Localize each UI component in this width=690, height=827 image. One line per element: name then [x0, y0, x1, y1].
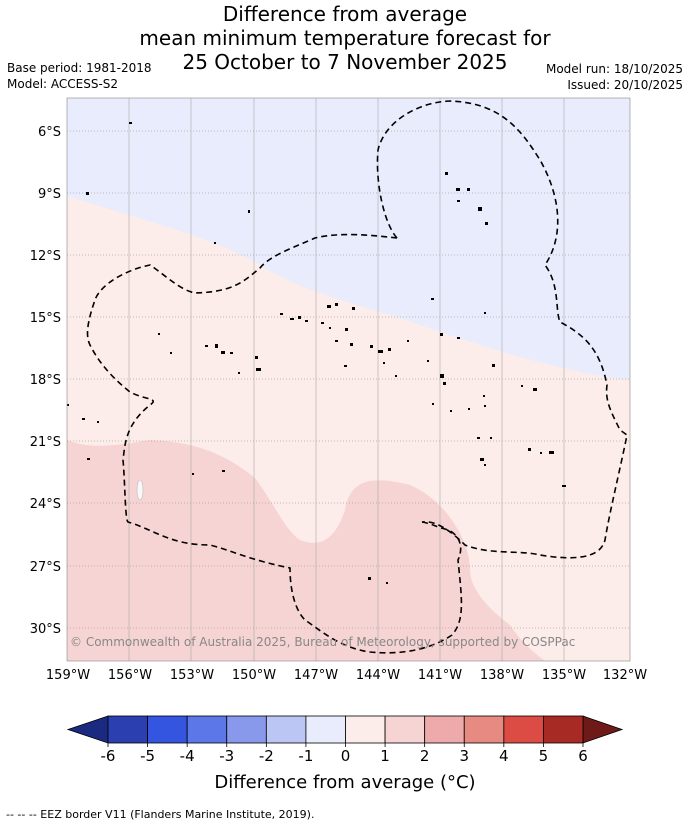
lon-label: 135°W	[542, 668, 586, 683]
lat-label: 21°S	[30, 435, 61, 450]
title-line-2: mean minimum temperature forecast for	[139, 26, 551, 50]
colorbar-tick-label: -6	[101, 747, 116, 765]
lat-label: 6°S	[38, 125, 61, 140]
lon-label: 141°W	[418, 668, 462, 683]
colorbar-tick-label: -4	[180, 747, 195, 765]
eez-border-west	[86, 233, 463, 654]
lat-label: 18°S	[30, 373, 61, 388]
lon-label: 153°W	[170, 668, 214, 683]
base-period: Base period: 1981-2018	[7, 61, 152, 75]
eez-border-north	[376, 100, 628, 559]
lat-label: 12°S	[30, 249, 61, 264]
longitude-labels: 159°W 156°W 153°W 150°W 147°W 144°W 141°…	[46, 668, 647, 683]
anomaly-1-to-2-region	[67, 440, 545, 661]
colorbar-swatch	[345, 715, 386, 744]
colorbar-tick-label: -3	[219, 747, 234, 765]
lon-label: 156°W	[108, 668, 152, 683]
map-area	[67, 98, 630, 661]
colorbar-swatch	[424, 715, 465, 744]
colorbar-swatch	[226, 715, 267, 744]
lat-label: 9°S	[38, 187, 61, 202]
meta-left: Base period: 1981-2018 Model: ACCESS-S2	[7, 60, 152, 92]
colorbar-tick-label: 6	[578, 747, 588, 765]
colorbar-extend-high	[582, 715, 624, 744]
lon-label: 147°W	[294, 668, 338, 683]
colorbar: -6 -5 -4 -3 -2 -1 0 1 2 3 4 5 6	[66, 715, 624, 765]
lon-label: 132°W	[603, 668, 647, 683]
lon-label: 150°W	[232, 668, 276, 683]
title-line-1: Difference from average	[222, 2, 468, 26]
colorbar-swatch	[186, 715, 228, 744]
lat-label: 30°S	[30, 622, 61, 637]
island-outline	[136, 479, 144, 501]
lon-label: 138°W	[480, 668, 524, 683]
colorbar-tick-label: -5	[140, 747, 155, 765]
lon-label: 144°W	[356, 668, 400, 683]
colorbar-tick-label: -1	[298, 747, 313, 765]
title-line-3: 25 October to 7 November 2025	[182, 50, 508, 74]
lat-label: 27°S	[30, 560, 61, 575]
colorbar-tick-label: 5	[539, 747, 549, 765]
colorbar-tick-label: -2	[259, 747, 274, 765]
colorbar-label: Difference from average (°C)	[214, 772, 476, 793]
colorbar-extend-low	[66, 715, 109, 744]
colorbar-tick-label: 4	[499, 747, 509, 765]
colorbar-tick-label: 2	[420, 747, 430, 765]
colorbar-tick-label: 0	[341, 747, 351, 765]
map-frame	[66, 97, 631, 662]
colorbar-tick-label: 3	[459, 747, 469, 765]
issued-date: Issued: 20/10/2025	[567, 78, 683, 92]
map-copyright: © Commonwealth of Australia 2025, Bureau…	[70, 635, 575, 649]
colorbar-swatch	[305, 715, 346, 744]
model-run: Model run: 18/10/2025	[545, 62, 683, 76]
lat-label: 24°S	[30, 497, 61, 512]
meta-right: Model run: 18/10/2025 Issued: 20/10/2025	[546, 61, 683, 93]
colorbar-swatch	[463, 715, 505, 744]
chart-title: Difference from average mean minimum tem…	[0, 2, 690, 74]
colorbar-swatch	[147, 715, 188, 744]
islands	[67, 122, 566, 584]
anomaly-minus1-to-0-region	[67, 98, 630, 380]
lat-label: 15°S	[30, 311, 61, 326]
footnote: -- -- -- EEZ border V11 (Flanders Marine…	[6, 808, 315, 821]
colorbar-swatch	[107, 715, 148, 744]
colorbar-swatch	[503, 715, 544, 744]
colorbar-swatch	[543, 715, 584, 744]
colorbar-swatch	[265, 715, 307, 744]
gridlines	[67, 98, 630, 661]
colorbar-swatch	[384, 715, 426, 744]
model-name: Model: ACCESS-S2	[7, 77, 119, 91]
lon-label: 159°W	[46, 668, 90, 683]
latitude-labels: 6°S 9°S 12°S 15°S 18°S 21°S 24°S 27°S 30…	[30, 125, 61, 637]
colorbar-tick-label: 1	[380, 747, 390, 765]
